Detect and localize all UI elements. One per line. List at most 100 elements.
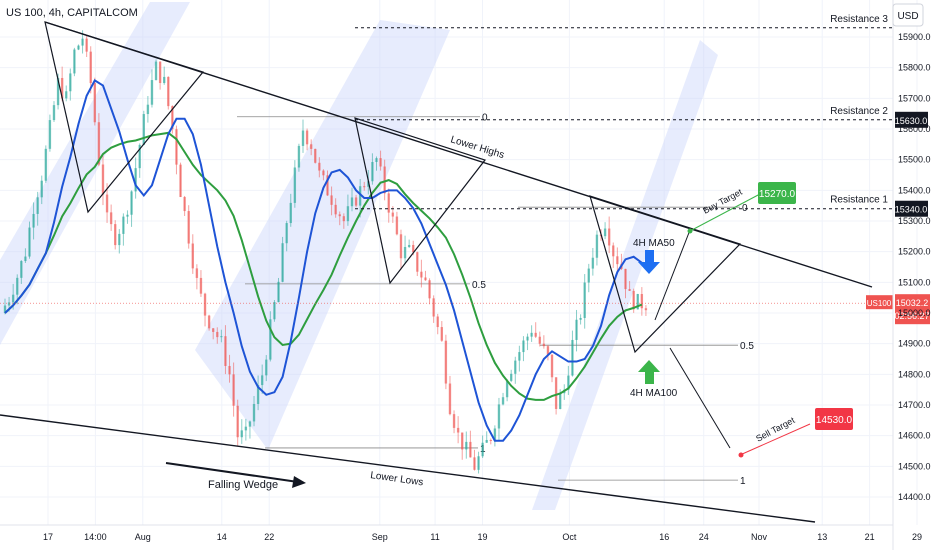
x-tick-label: Aug	[135, 532, 151, 542]
ma100-label: 4H MA100	[630, 388, 678, 399]
x-tick-label: 19	[477, 532, 487, 542]
candle-body	[85, 38, 88, 52]
triangle-pattern	[589, 195, 742, 354]
candle-body	[493, 428, 497, 441]
candle-body	[644, 308, 648, 311]
x-tick-label: 22	[264, 532, 274, 542]
currency-button[interactable]	[892, 3, 924, 27]
candle-body	[301, 130, 305, 146]
y-tick-label: 15200.0	[898, 247, 931, 257]
y-tick-label: 14700.0	[898, 400, 931, 410]
falling-wedge-arrow-head	[292, 476, 306, 488]
candle-body	[16, 277, 19, 295]
candle-body	[11, 294, 15, 303]
candle-body	[89, 51, 92, 84]
candle-body	[640, 294, 644, 309]
candle-body	[522, 340, 525, 353]
candle-body	[367, 181, 370, 187]
candle-body	[203, 293, 207, 316]
candle-body	[518, 352, 521, 361]
y-tick-label: 15400.0	[898, 185, 931, 195]
candle-body	[65, 91, 68, 99]
candle-body	[289, 202, 292, 224]
y-tick-label: 15900.0	[898, 32, 931, 42]
candle-body	[395, 216, 399, 235]
candle-body	[538, 336, 541, 344]
candle-body	[118, 233, 121, 246]
candle-body	[526, 336, 529, 341]
candle-body	[44, 148, 48, 181]
moving-averages	[4, 79, 643, 442]
candle-body	[211, 328, 215, 332]
candle-body	[150, 80, 154, 105]
x-tick-label: 14:00	[84, 532, 107, 542]
candle-body	[277, 281, 280, 303]
grid	[0, 0, 918, 525]
y-tick-label: 15100.0	[898, 277, 931, 287]
candle-body	[371, 161, 374, 182]
candle-body	[558, 393, 562, 409]
target-box	[815, 408, 853, 430]
candle-body	[36, 197, 39, 214]
falling-wedge-arrow-shaft	[165, 462, 299, 483]
y-tick-label: 15700.0	[898, 93, 931, 103]
candle-body	[587, 268, 590, 283]
ma50-line	[4, 79, 643, 442]
y-tick-label: 15000.0	[898, 308, 931, 318]
candle-body	[363, 186, 366, 188]
candle-body	[105, 194, 109, 213]
target-value: 14530.0	[816, 415, 853, 426]
resistance-price-text: 15630.0	[895, 116, 928, 126]
candle-body	[403, 246, 407, 259]
price-tag-countdown: 02:56:27	[894, 311, 929, 321]
candle-body	[48, 120, 52, 149]
candle-body	[109, 212, 113, 225]
candle-body	[187, 211, 190, 244]
candle-body	[575, 319, 578, 340]
candle-body	[546, 346, 550, 355]
sell-target-line	[739, 423, 811, 456]
candle-body	[167, 76, 170, 107]
candle-body	[424, 277, 427, 281]
candle-body	[465, 441, 468, 450]
y-tick-label: 15300.0	[898, 216, 931, 226]
channel-area	[0, 2, 190, 345]
x-tick-label: 24	[699, 532, 709, 542]
x-tick-label: Sep	[372, 532, 388, 542]
candle-body	[452, 414, 456, 428]
candle-body	[530, 332, 533, 337]
target-value: 15270.0	[759, 189, 796, 200]
candle-body	[281, 243, 284, 282]
y-tick-label: 14500.0	[898, 461, 931, 471]
candle-body	[269, 319, 272, 360]
candle-body	[191, 243, 194, 269]
triangle-pattern	[354, 117, 486, 285]
candle-body	[232, 374, 235, 406]
resistance-label: Resistance 1	[830, 195, 888, 206]
resistance-price-tag	[895, 200, 928, 217]
symbol-tag-text: US100	[867, 299, 892, 308]
y-tick-label: 15800.0	[898, 63, 931, 73]
candle-body	[342, 216, 346, 222]
x-tick-label: 14	[217, 532, 227, 542]
candle-body	[252, 403, 256, 422]
y-tick-label: 14900.0	[898, 339, 931, 349]
candle-body	[236, 405, 239, 438]
candle-body	[473, 457, 476, 470]
currency-label: USD	[897, 11, 918, 22]
candle-body	[228, 365, 231, 375]
ma50-arrow-icon	[638, 250, 660, 274]
candle-body	[416, 252, 419, 272]
candle-body	[3, 305, 7, 313]
candle-body	[542, 343, 546, 347]
candle-body	[179, 164, 182, 198]
x-tick-label: Oct	[562, 532, 577, 542]
candle-body	[142, 114, 145, 145]
candle-body	[571, 339, 574, 376]
candle-body	[297, 145, 301, 168]
sell-path-arrow	[669, 347, 731, 449]
candle-body	[146, 104, 150, 115]
candle-body	[485, 439, 488, 443]
x-tick-label: 13	[817, 532, 827, 542]
